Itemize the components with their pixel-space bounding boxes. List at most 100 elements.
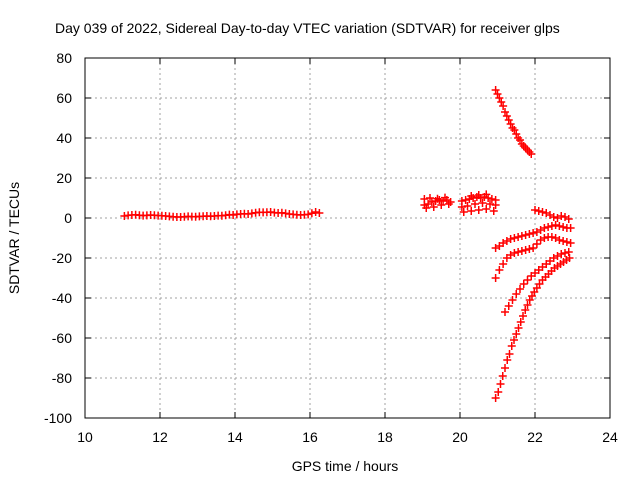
x-tick-label: 12 bbox=[152, 429, 168, 445]
data-point bbox=[514, 134, 523, 142]
data-point bbox=[547, 222, 556, 230]
data-point bbox=[489, 207, 498, 215]
data-point bbox=[467, 192, 476, 200]
data-point bbox=[420, 195, 429, 203]
data-point bbox=[472, 193, 481, 201]
data-point bbox=[508, 124, 517, 132]
data-series bbox=[491, 254, 574, 402]
data-series bbox=[491, 86, 536, 158]
data-point bbox=[504, 302, 513, 310]
data-point bbox=[540, 234, 549, 242]
data-point bbox=[502, 112, 511, 120]
data-point bbox=[557, 212, 566, 220]
data-point bbox=[444, 200, 453, 208]
x-tick-label: 16 bbox=[302, 429, 318, 445]
data-point bbox=[471, 200, 479, 208]
data-point bbox=[527, 150, 536, 158]
axis-ticks: 10 12 14 16 18 20 22 24 -100 -80 -60 -40 -20 0 20 40 60 8… bbox=[44, 50, 618, 445]
data-point bbox=[491, 86, 500, 94]
data-point bbox=[504, 116, 513, 124]
data-point bbox=[553, 214, 562, 222]
data-point bbox=[474, 206, 483, 214]
data-point bbox=[521, 306, 530, 314]
x-axis-label: GPS time / hours bbox=[292, 458, 399, 474]
data-point bbox=[478, 199, 487, 207]
data-point bbox=[559, 223, 568, 231]
data-point bbox=[532, 228, 541, 236]
y-tick-label: -60 bbox=[52, 330, 72, 346]
data-point bbox=[435, 196, 444, 204]
data-point bbox=[426, 194, 434, 202]
data-point bbox=[519, 280, 528, 288]
data-point bbox=[499, 260, 508, 268]
data-point bbox=[496, 380, 505, 388]
x-tick-label: 22 bbox=[527, 429, 543, 445]
data-point bbox=[525, 245, 534, 253]
data-point bbox=[547, 233, 556, 241]
data-point bbox=[304, 210, 313, 219]
data-point bbox=[497, 98, 506, 106]
data-point bbox=[562, 238, 571, 246]
data-point bbox=[521, 246, 530, 254]
data-point bbox=[512, 290, 521, 298]
data-point bbox=[529, 229, 538, 237]
data-point bbox=[544, 223, 553, 231]
data-point bbox=[551, 221, 560, 229]
data-point bbox=[307, 209, 316, 218]
y-tick-label: 20 bbox=[56, 170, 72, 186]
plot-area-frame bbox=[84, 57, 611, 419]
data-point bbox=[506, 235, 515, 243]
data-point bbox=[512, 330, 521, 338]
data-point bbox=[517, 140, 526, 148]
data-point bbox=[516, 318, 525, 326]
data-point bbox=[519, 142, 528, 150]
data-point bbox=[529, 244, 538, 252]
y-tick-label: -80 bbox=[52, 370, 72, 386]
data-point bbox=[491, 394, 500, 402]
data-point bbox=[525, 148, 534, 156]
data-point bbox=[525, 230, 534, 238]
data-point bbox=[507, 342, 516, 350]
data-point bbox=[441, 193, 449, 202]
x-tick-label: 14 bbox=[227, 429, 243, 445]
y-tick-label: -20 bbox=[52, 250, 72, 266]
data-point bbox=[506, 120, 515, 128]
data-point bbox=[494, 388, 503, 396]
data-point bbox=[474, 191, 483, 199]
data-point bbox=[517, 232, 526, 240]
data-point bbox=[523, 146, 532, 154]
data-point bbox=[564, 215, 573, 223]
data-point bbox=[551, 234, 560, 242]
data-point bbox=[523, 301, 532, 309]
data-point bbox=[555, 236, 564, 244]
data-point bbox=[487, 195, 496, 203]
data-point bbox=[503, 356, 512, 364]
data-point bbox=[510, 336, 518, 344]
y-tick-label: 80 bbox=[56, 50, 72, 66]
data-point bbox=[538, 208, 547, 216]
data-point bbox=[523, 276, 532, 284]
data-point bbox=[501, 108, 509, 116]
data-point bbox=[459, 208, 468, 216]
data-point bbox=[514, 233, 523, 241]
chart-title: Day 039 of 2022, Sidereal Day-to-day VTE… bbox=[55, 20, 560, 36]
data-point bbox=[315, 209, 324, 217]
data-point bbox=[491, 274, 500, 282]
data-point bbox=[486, 200, 494, 208]
data-series bbox=[120, 208, 324, 221]
data-point bbox=[510, 234, 519, 242]
data-point bbox=[555, 222, 564, 230]
y-axis-label: SDTVAR / TECUs bbox=[6, 182, 22, 294]
data-point bbox=[508, 296, 517, 304]
x-tick-label: 10 bbox=[77, 429, 93, 445]
data-point bbox=[521, 144, 530, 152]
data-point bbox=[427, 198, 436, 206]
grid bbox=[85, 58, 610, 418]
data-point bbox=[482, 205, 491, 213]
data-point bbox=[516, 285, 524, 293]
data-point bbox=[540, 224, 549, 232]
data-point bbox=[499, 102, 508, 110]
data-point bbox=[546, 211, 554, 219]
data-point bbox=[482, 190, 491, 199]
